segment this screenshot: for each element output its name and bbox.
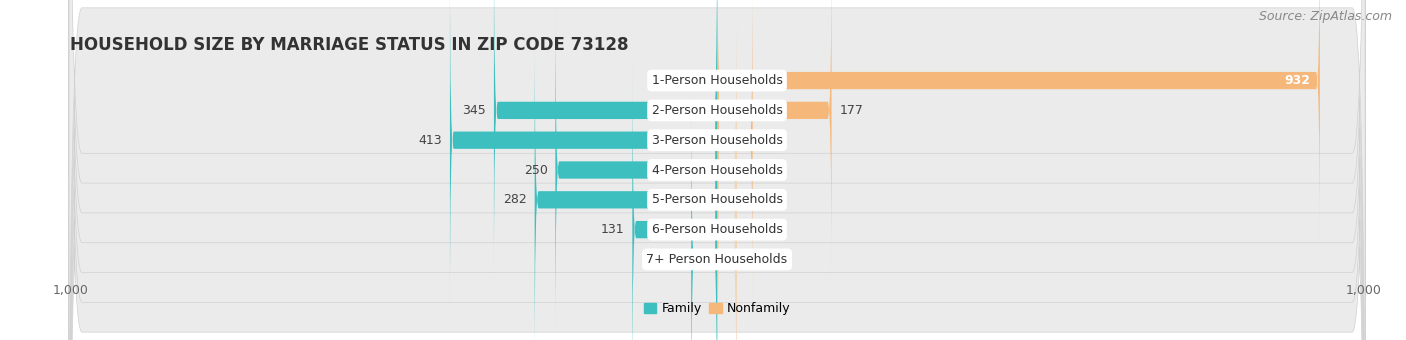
FancyBboxPatch shape [717, 0, 1320, 251]
Text: 4-Person Households: 4-Person Households [651, 164, 783, 176]
FancyBboxPatch shape [69, 0, 1365, 340]
Legend: Family, Nonfamily: Family, Nonfamily [638, 298, 796, 320]
FancyBboxPatch shape [69, 0, 1365, 340]
FancyBboxPatch shape [69, 0, 1365, 340]
FancyBboxPatch shape [717, 0, 831, 280]
Text: 0: 0 [744, 253, 752, 266]
Text: 5-Person Households: 5-Person Households [651, 193, 783, 206]
FancyBboxPatch shape [69, 0, 1365, 340]
Text: 282: 282 [503, 193, 527, 206]
FancyBboxPatch shape [69, 0, 1365, 340]
FancyBboxPatch shape [69, 0, 1365, 340]
FancyBboxPatch shape [717, 0, 737, 340]
FancyBboxPatch shape [717, 59, 737, 340]
FancyBboxPatch shape [450, 0, 717, 310]
Text: 0: 0 [744, 223, 752, 236]
Text: 250: 250 [523, 164, 547, 176]
FancyBboxPatch shape [692, 89, 717, 340]
Text: 6-Person Households: 6-Person Households [651, 223, 783, 236]
Text: 7+ Person Households: 7+ Person Households [647, 253, 787, 266]
FancyBboxPatch shape [494, 0, 717, 280]
FancyBboxPatch shape [555, 0, 717, 340]
Text: 177: 177 [839, 104, 863, 117]
Text: 413: 413 [419, 134, 441, 147]
Text: 1-Person Households: 1-Person Households [651, 74, 783, 87]
FancyBboxPatch shape [633, 59, 717, 340]
Text: 932: 932 [1284, 74, 1310, 87]
Text: 0: 0 [744, 193, 752, 206]
Text: 131: 131 [600, 223, 624, 236]
Text: 2-Person Households: 2-Person Households [651, 104, 783, 117]
Text: HOUSEHOLD SIZE BY MARRIAGE STATUS IN ZIP CODE 73128: HOUSEHOLD SIZE BY MARRIAGE STATUS IN ZIP… [70, 36, 628, 54]
Text: 345: 345 [463, 104, 486, 117]
Text: 3-Person Households: 3-Person Households [651, 134, 783, 147]
FancyBboxPatch shape [534, 30, 717, 340]
Text: Source: ZipAtlas.com: Source: ZipAtlas.com [1258, 10, 1392, 23]
Text: 55: 55 [761, 134, 776, 147]
Text: 40: 40 [668, 253, 683, 266]
FancyBboxPatch shape [717, 89, 737, 340]
FancyBboxPatch shape [717, 30, 737, 340]
FancyBboxPatch shape [69, 0, 1365, 340]
Text: 0: 0 [744, 164, 752, 176]
FancyBboxPatch shape [717, 0, 752, 310]
